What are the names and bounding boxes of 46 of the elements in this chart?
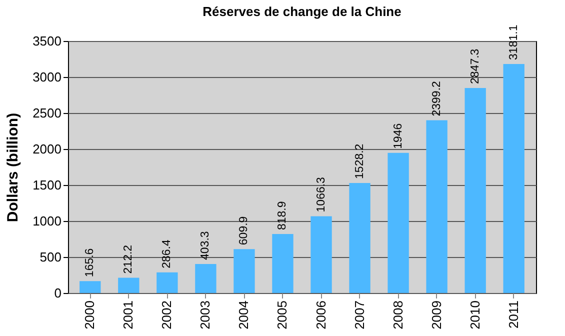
x-tick-label: 2001 xyxy=(120,300,136,330)
data-label: 403.3 xyxy=(200,231,212,260)
bar xyxy=(310,216,332,293)
x-tick-label: 2003 xyxy=(198,300,213,330)
y-tick-label: 500 xyxy=(40,250,62,264)
x-tick-label: 2006 xyxy=(313,300,328,330)
bar xyxy=(464,88,486,293)
data-label: 1066.3 xyxy=(315,177,328,212)
y-tick-label: 1500 xyxy=(32,178,62,192)
data-label: 1528.2 xyxy=(354,144,366,179)
data-label: 286.4 xyxy=(161,238,174,268)
data-label: 818.9 xyxy=(276,201,289,230)
data-label: 2847.3 xyxy=(469,48,482,84)
bar xyxy=(195,264,216,293)
x-tick-label: 2000 xyxy=(82,300,98,330)
bar xyxy=(426,120,448,293)
data-label: 2399.2 xyxy=(430,81,443,116)
x-tick-label: 2011 xyxy=(506,300,521,328)
bar xyxy=(156,272,178,293)
y-tick-label: 1000 xyxy=(32,214,62,228)
x-tick-label: 2004 xyxy=(236,300,252,330)
bar xyxy=(234,249,255,293)
x-tick-label: 2008 xyxy=(390,300,406,330)
x-tick-label: 2010 xyxy=(467,300,482,330)
chart-title: Réserves de change de la Chine xyxy=(202,4,402,19)
data-label: 1946 xyxy=(392,123,404,149)
bar xyxy=(118,278,140,293)
bar xyxy=(80,281,101,293)
data-label: 212.2 xyxy=(122,244,135,274)
x-tick-label: 2005 xyxy=(274,300,290,330)
x-tick-label: 2007 xyxy=(352,300,367,330)
y-tick-label: 2000 xyxy=(32,142,62,156)
y-axis-title: Dollars (billion) xyxy=(4,112,22,222)
x-tick-label: 2009 xyxy=(428,300,444,330)
bar xyxy=(349,182,370,293)
x-tick-label: 2002 xyxy=(159,300,174,330)
bar xyxy=(388,152,409,293)
data-label: 3181.1 xyxy=(508,24,520,60)
y-tick-label: 0 xyxy=(54,286,62,300)
y-tick-label: 2500 xyxy=(32,106,62,120)
data-label: 609.9 xyxy=(238,216,250,246)
bar xyxy=(503,64,524,293)
y-tick-label: 3000 xyxy=(32,70,62,84)
bar xyxy=(272,234,294,293)
data-label: 165.6 xyxy=(84,248,96,278)
y-tick-label: 3500 xyxy=(32,34,62,48)
